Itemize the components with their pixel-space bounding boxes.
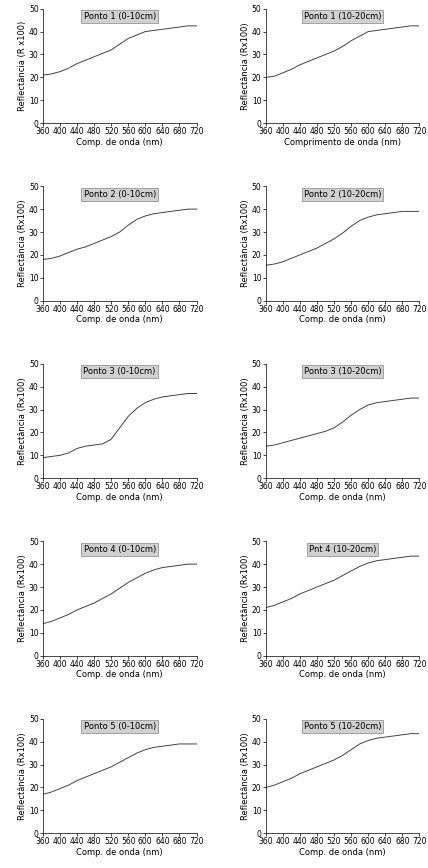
X-axis label: Comprimento de onda (nm): Comprimento de onda (nm): [284, 138, 401, 147]
Text: Pnt 4 (10-20cm): Pnt 4 (10-20cm): [309, 545, 376, 554]
Text: Ponto 5 (0-10cm): Ponto 5 (0-10cm): [83, 722, 156, 731]
Y-axis label: Reflectância (Rx100): Reflectância (Rx100): [241, 555, 250, 642]
Text: Ponto 3 (0-10cm): Ponto 3 (0-10cm): [83, 367, 156, 376]
Y-axis label: Reflectância (Rx100): Reflectância (Rx100): [18, 733, 27, 820]
Y-axis label: Reflectância (Rx100): Reflectância (Rx100): [18, 378, 27, 464]
X-axis label: Comp. de onda (nm): Comp. de onda (nm): [76, 315, 163, 325]
X-axis label: Comp. de onda (nm): Comp. de onda (nm): [299, 848, 386, 857]
Y-axis label: Reflectância (Rx100): Reflectância (Rx100): [241, 733, 250, 820]
Y-axis label: Reflectância (Rx100): Reflectância (Rx100): [241, 22, 250, 109]
Y-axis label: Reflectância (Rx100): Reflectância (Rx100): [241, 378, 250, 464]
X-axis label: Comp. de onda (nm): Comp. de onda (nm): [76, 848, 163, 857]
X-axis label: Comp. de onda (nm): Comp. de onda (nm): [299, 315, 386, 325]
X-axis label: Comp. de onda (nm): Comp. de onda (nm): [299, 493, 386, 502]
Y-axis label: Reflectância (Rx100): Reflectância (Rx100): [241, 200, 250, 287]
X-axis label: Comp. de onda (nm): Comp. de onda (nm): [76, 493, 163, 502]
Text: Ponto 2 (10-20cm): Ponto 2 (10-20cm): [304, 189, 381, 199]
Text: Ponto 4 (0-10cm): Ponto 4 (0-10cm): [83, 545, 156, 554]
Y-axis label: Reflectância (Rx100): Reflectância (Rx100): [18, 200, 27, 287]
Y-axis label: Reflectância (Rx100): Reflectância (Rx100): [18, 555, 27, 642]
Text: Ponto 2 (0-10cm): Ponto 2 (0-10cm): [83, 189, 156, 199]
Text: Ponto 3 (10-20cm): Ponto 3 (10-20cm): [304, 367, 381, 376]
Text: Ponto 1 (10-20cm): Ponto 1 (10-20cm): [304, 12, 381, 21]
X-axis label: Comp. de onda (nm): Comp. de onda (nm): [76, 138, 163, 147]
Text: Ponto 5 (10-20cm): Ponto 5 (10-20cm): [304, 722, 381, 731]
Text: Ponto 1 (0-10cm): Ponto 1 (0-10cm): [83, 12, 156, 21]
Y-axis label: Reflectância (R x100): Reflectância (R x100): [18, 21, 27, 111]
X-axis label: Comp. de onda (nm): Comp. de onda (nm): [76, 670, 163, 680]
X-axis label: Comp. de onda (nm): Comp. de onda (nm): [299, 670, 386, 680]
